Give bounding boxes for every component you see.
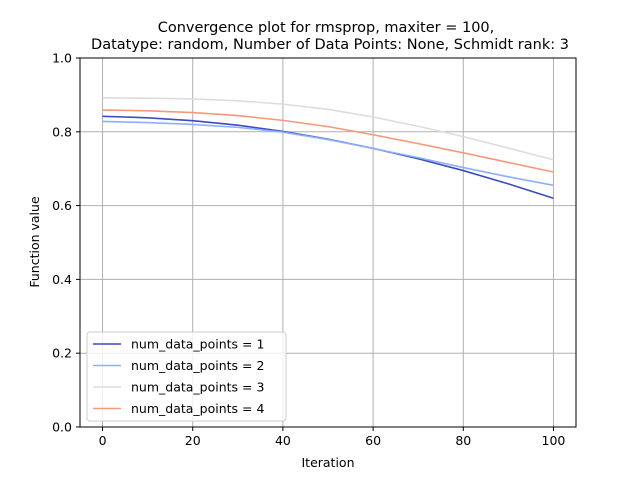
legend-label-4: num_data_points = 4	[131, 401, 264, 416]
y-tick-label: 0.2	[52, 346, 72, 361]
y-tick-label: 0.6	[52, 198, 72, 213]
legend-box	[86, 331, 287, 422]
x-axis-label: Iteration	[301, 455, 354, 470]
x-axis: 0 20 40 60 80 100	[99, 427, 566, 448]
x-tick-label: 100	[542, 433, 566, 448]
x-tick-label: 20	[185, 433, 201, 448]
y-axis-label: Function value	[27, 196, 42, 288]
chart-title-line-1: Convergence plot for rmsprop, maxiter = …	[158, 20, 495, 36]
series-line-2	[102, 120, 554, 187]
legend-label-3: num_data_points = 3	[131, 380, 264, 395]
x-tick-label: 60	[365, 433, 381, 448]
y-tick-label: 0.4	[52, 272, 72, 287]
series-line-3	[102, 97, 554, 161]
series-line-4	[102, 109, 554, 173]
chart-title-line-2: Datatype: random, Number of Data Points:…	[91, 37, 569, 53]
legend-label-2: num_data_points = 2	[131, 358, 264, 373]
legend-label-1: num_data_points = 1	[131, 337, 264, 352]
y-tick-label: 1.0	[52, 51, 72, 66]
y-axis: 0.0 0.2 0.4 0.6 0.8 1.0	[52, 51, 80, 435]
x-tick-label: 40	[275, 433, 291, 448]
x-tick-label: 80	[455, 433, 471, 448]
y-tick-label: 0.8	[52, 124, 72, 139]
series-lines	[102, 97, 554, 199]
plot-frame	[79, 57, 577, 428]
x-tick-label: 0	[99, 433, 107, 448]
y-tick-label: 0.0	[52, 420, 72, 435]
legend: num_data_points = 1 num_data_points = 2 nu…	[86, 331, 287, 422]
